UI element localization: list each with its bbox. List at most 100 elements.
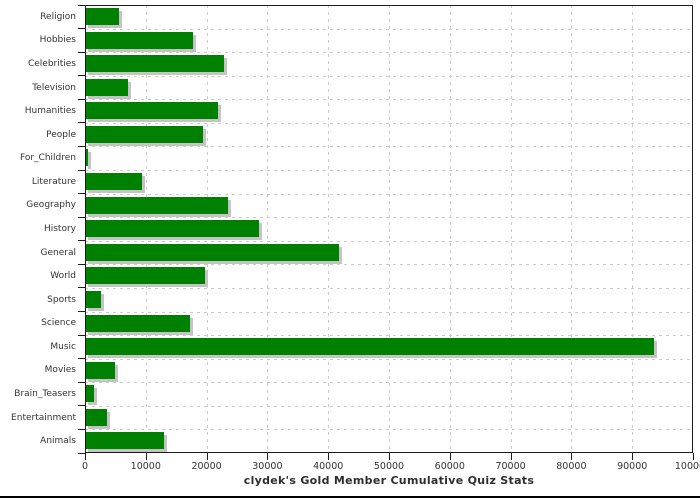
y-axis-tick [78,240,85,242]
x-axis-label-100000: 100000 [674,461,700,472]
y-axis-tick [78,452,85,454]
y-axis-label-entertainment: Entertainment [11,412,76,423]
x-axis-label-90000: 90000 [617,461,648,472]
x-axis-tick-20000 [206,453,208,460]
y-axis-label-celebrities: Celebrities [27,58,76,69]
bar-television [85,78,129,96]
y-axis-label-music: Music [50,341,76,352]
y-axis-label-literature: Literature [31,176,76,187]
y-axis-tick [78,263,85,265]
x-gridline-30000 [267,5,269,453]
x-axis-label-80000: 80000 [556,461,587,472]
y-axis-tick [78,428,85,430]
chart-title: clydek's Gold Member Cumulative Quiz Sta… [243,474,535,487]
x-axis-label-10000: 10000 [130,461,161,472]
y-axis-tick [78,311,85,313]
y-axis-label-religion: Religion [40,11,76,22]
y-axis-label-brain-teasers: Brain_Teasers [14,389,76,400]
y-axis-label-general: General [40,247,76,258]
x-gridline-60000 [449,5,451,453]
y-gridline [85,335,693,337]
y-gridline [85,382,693,384]
x-axis-tick-60000 [449,453,451,460]
y-gridline [85,146,693,148]
y-gridline [85,193,693,195]
y-axis-tick [78,75,85,77]
x-axis-label-30000: 30000 [252,461,283,472]
y-gridline [85,358,693,360]
y-axis-label-world: World [50,271,76,282]
y-gridline [85,170,693,172]
y-axis-label-hobbies: Hobbies [39,35,76,46]
y-gridline [85,240,693,242]
x-axis-label-60000: 60000 [434,461,465,472]
x-axis-tick-90000 [632,453,634,460]
y-axis-label-movies: Movies [44,365,76,376]
x-axis-tick-40000 [328,453,330,460]
x-axis-tick-100000 [693,453,694,460]
bar-celebrities [85,55,224,73]
bar-entertainment [85,408,108,426]
y-axis-label-people: People [46,129,76,140]
y-axis-tick [78,28,85,30]
y-axis-label-history: History [43,223,76,234]
bar-movies [85,361,116,379]
bar-brain-teasers [85,385,94,403]
y-axis-tick [78,216,85,218]
page-bottom-rule [0,496,700,498]
bar-geography [85,196,228,214]
x-axis-tick-10000 [145,453,147,460]
y-gridline [85,75,693,77]
x-gridline-90000 [632,5,634,453]
bar-literature [85,173,142,191]
bar-hobbies [85,31,193,49]
x-axis-label-50000: 50000 [373,461,405,472]
bar-music [85,338,655,356]
y-axis-tick [78,4,85,6]
bar-people [85,125,203,143]
y-axis-tick [78,169,85,171]
x-gridline-40000 [328,5,330,453]
x-axis-label-20000: 20000 [191,461,222,472]
x-gridline-80000 [571,5,573,453]
y-gridline [85,264,693,266]
bar-animals [85,432,165,450]
y-axis-label-animals: Animals [40,436,76,447]
y-gridline [85,287,693,289]
y-gridline [85,52,693,54]
bar-general [85,243,340,261]
y-axis-tick [78,287,85,289]
y-axis-tick [78,405,85,407]
y-axis-tick [78,381,85,383]
x-axis-tick-50000 [389,453,390,460]
y-gridline [85,122,693,124]
bar-humanities [85,102,219,120]
y-axis-label-sports: Sports [47,294,76,305]
y-axis-label-for-children: For_Children [19,153,76,164]
x-gridline-50000 [389,5,390,453]
y-axis-label-television: Television [32,82,76,93]
x-axis-tick-30000 [267,453,269,460]
y-gridline [85,217,693,219]
y-gridline [85,28,693,30]
y-axis-tick [78,193,85,195]
x-axis-label-70000: 70000 [495,461,526,472]
bar-history [85,220,259,238]
bar-world [85,267,206,285]
y-axis-tick [78,145,85,147]
y-axis-tick [78,122,85,124]
y-axis-tick [78,98,85,100]
bar-science [85,314,191,332]
x-axis-tick-0 [85,453,86,460]
x-axis-tick-80000 [571,453,573,460]
y-axis-tick [78,51,85,53]
y-gridline [85,99,693,101]
plot-area [85,5,693,453]
bar-for-children [85,149,89,167]
y-gridline [85,405,693,407]
x-axis-label-40000: 40000 [313,461,344,472]
bar-religion [85,8,120,25]
x-gridline-70000 [510,5,512,453]
y-axis-label-science: Science [41,318,76,329]
